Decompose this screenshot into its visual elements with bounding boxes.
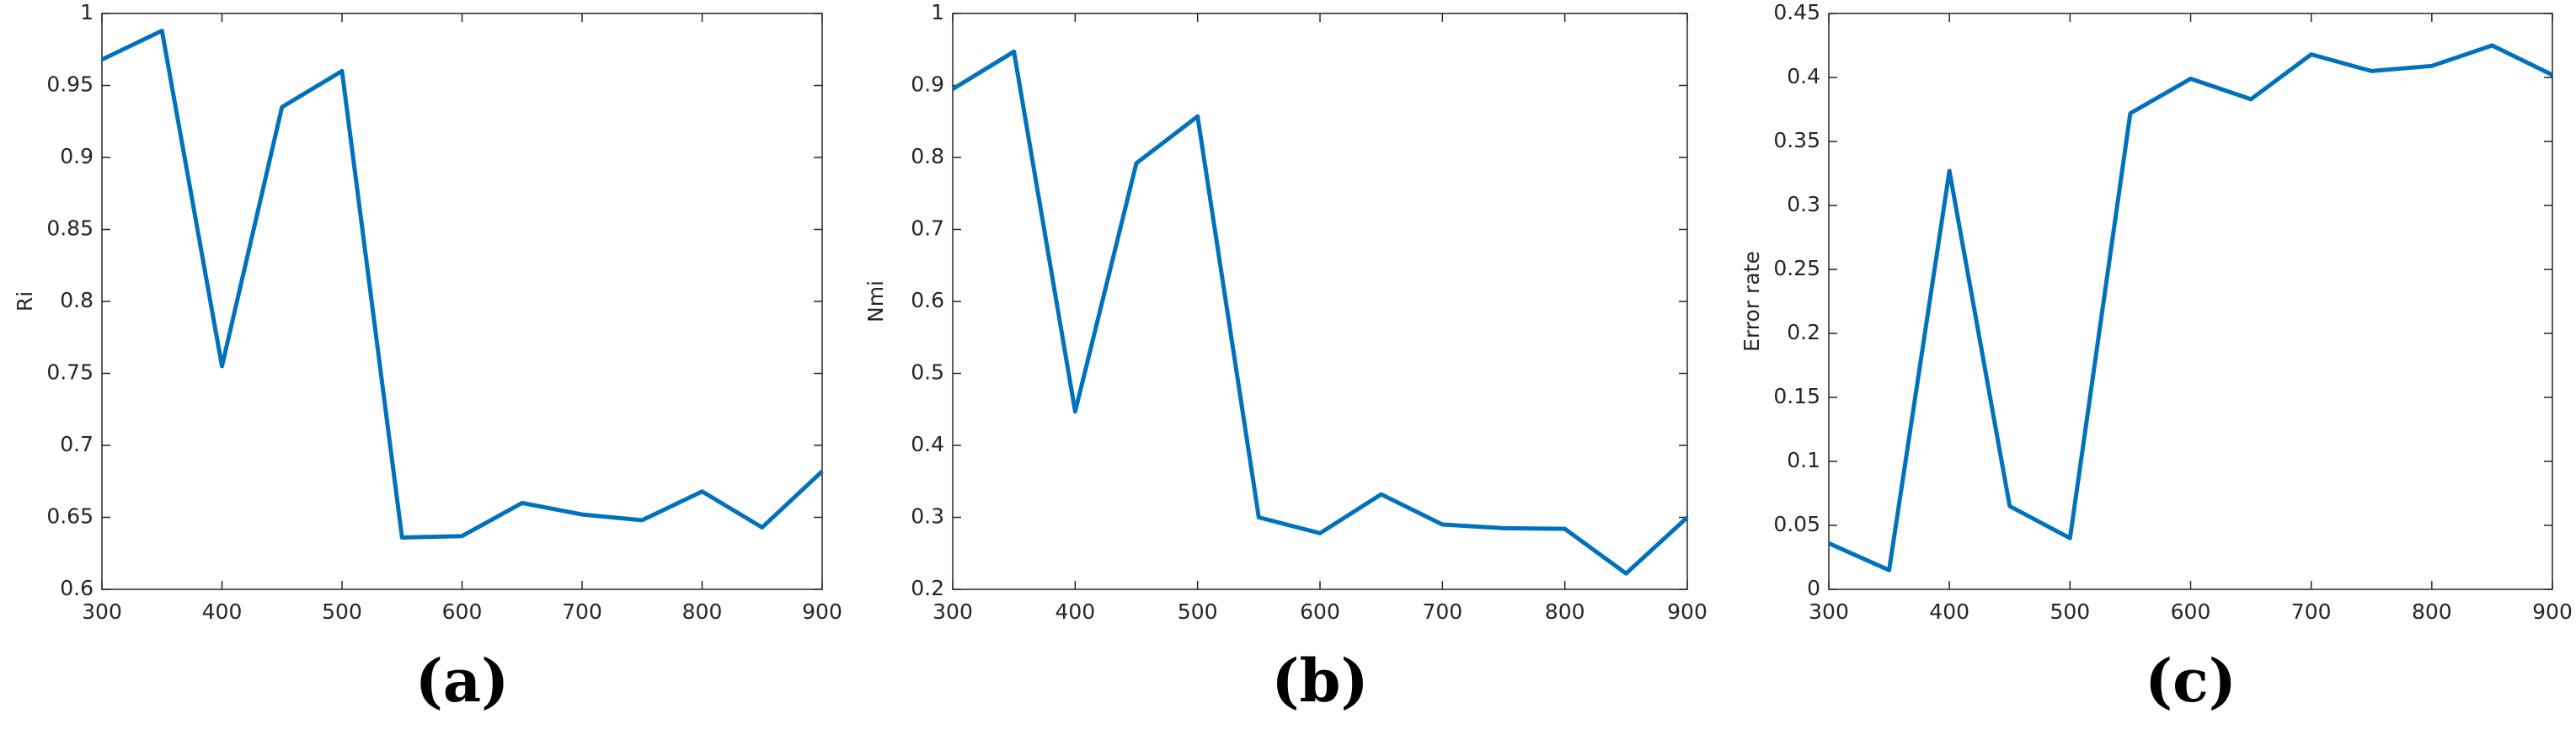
y-tick-label: 0.7 bbox=[60, 432, 94, 456]
x-tick-label: 300 bbox=[82, 599, 122, 624]
data-line bbox=[951, 49, 1689, 576]
y-tick-label: 0.4 bbox=[911, 432, 944, 456]
x-tick-label: 600 bbox=[2171, 599, 2211, 624]
y-tick-label: 0.3 bbox=[911, 504, 944, 529]
chart-panel: 0 0.05 0.1 0.15 0.2 0.25 0.3 0.35 0.4 0.45 300 400 5… bbox=[1740, 0, 2573, 716]
y-tick-label: 0.95 bbox=[46, 72, 94, 97]
y-tick-label: 0.8 bbox=[911, 144, 944, 168]
y-tick-label: 0.2 bbox=[1787, 320, 1820, 344]
y-axis-label: Error rate bbox=[1740, 251, 1764, 352]
y-tick-label: 0.15 bbox=[1773, 384, 1820, 408]
y-tick-label: 0.4 bbox=[1787, 64, 1820, 88]
y-tick-label: 0.65 bbox=[46, 504, 94, 529]
caption: (c) bbox=[2145, 646, 2237, 716]
x-tick-label: 600 bbox=[442, 599, 483, 624]
y-tick-label: 0.05 bbox=[1773, 512, 1820, 536]
y-tick-label: 0.3 bbox=[1787, 192, 1820, 216]
x-tick-label: 900 bbox=[802, 599, 842, 624]
y-tick-label: 0.25 bbox=[1773, 256, 1820, 280]
x-tick-label: 400 bbox=[1929, 599, 1969, 624]
x-tick-label: 300 bbox=[1809, 599, 1849, 624]
x-tick-label: 500 bbox=[2050, 599, 2090, 624]
x-tick-label: 900 bbox=[2532, 599, 2573, 624]
y-tick-label: 0.6 bbox=[60, 576, 94, 600]
caption: (b) bbox=[1271, 646, 1368, 716]
plot-area bbox=[1828, 13, 2553, 590]
x-tick-label: 400 bbox=[202, 599, 243, 624]
data-line bbox=[100, 29, 824, 540]
y-tick-label: 0.5 bbox=[911, 360, 944, 385]
x-tick-label: 500 bbox=[1178, 599, 1218, 624]
y-tick-label: 1 bbox=[931, 0, 944, 24]
x-tick-label: 800 bbox=[1545, 599, 1585, 624]
y-tick-label: 0.6 bbox=[911, 288, 944, 312]
caption: (a) bbox=[415, 646, 510, 716]
y-tick-label: 0 bbox=[1807, 576, 1820, 600]
y-tick-label: 1 bbox=[80, 0, 94, 24]
y-tick-label: 0.45 bbox=[1773, 0, 1820, 24]
y-tick-label: 0.9 bbox=[60, 144, 94, 168]
x-tick-label: 600 bbox=[1300, 599, 1340, 624]
y-tick-label: 0.8 bbox=[60, 288, 94, 312]
y-tick-label: 0.2 bbox=[911, 576, 944, 600]
x-tick-label: 800 bbox=[682, 599, 723, 624]
x-tick-label: 500 bbox=[322, 599, 362, 624]
y-axis-label: Nmi bbox=[863, 280, 888, 322]
x-tick-label: 300 bbox=[933, 599, 973, 624]
x-tick-label: 900 bbox=[1667, 599, 1708, 624]
x-tick-label: 700 bbox=[2291, 599, 2332, 624]
y-tick-label: 0.7 bbox=[911, 216, 944, 241]
y-tick-label: 0.35 bbox=[1773, 128, 1820, 152]
y-tick-label: 0.1 bbox=[1787, 448, 1820, 472]
x-tick-label: 400 bbox=[1055, 599, 1095, 624]
y-tick-label: 0.85 bbox=[46, 216, 94, 241]
y-tick-label: 0.75 bbox=[46, 360, 94, 385]
x-tick-label: 700 bbox=[1422, 599, 1462, 624]
y-axis-label: Ri bbox=[13, 291, 37, 312]
x-tick-label: 800 bbox=[2412, 599, 2452, 624]
chart-panel: 0.6 0.65 0.7 0.75 0.8 0.85 0.9 0.95 1 300 400 500 60… bbox=[13, 0, 842, 716]
data-line bbox=[1827, 43, 2554, 573]
y-tick-label: 0.9 bbox=[911, 72, 944, 97]
plot-area bbox=[952, 13, 1688, 590]
x-tick-label: 700 bbox=[562, 599, 602, 624]
chart-panel: 0.2 0.3 0.4 0.5 0.6 0.7 0.8 0.9 1 300 400 500 600 700… bbox=[863, 0, 1708, 716]
